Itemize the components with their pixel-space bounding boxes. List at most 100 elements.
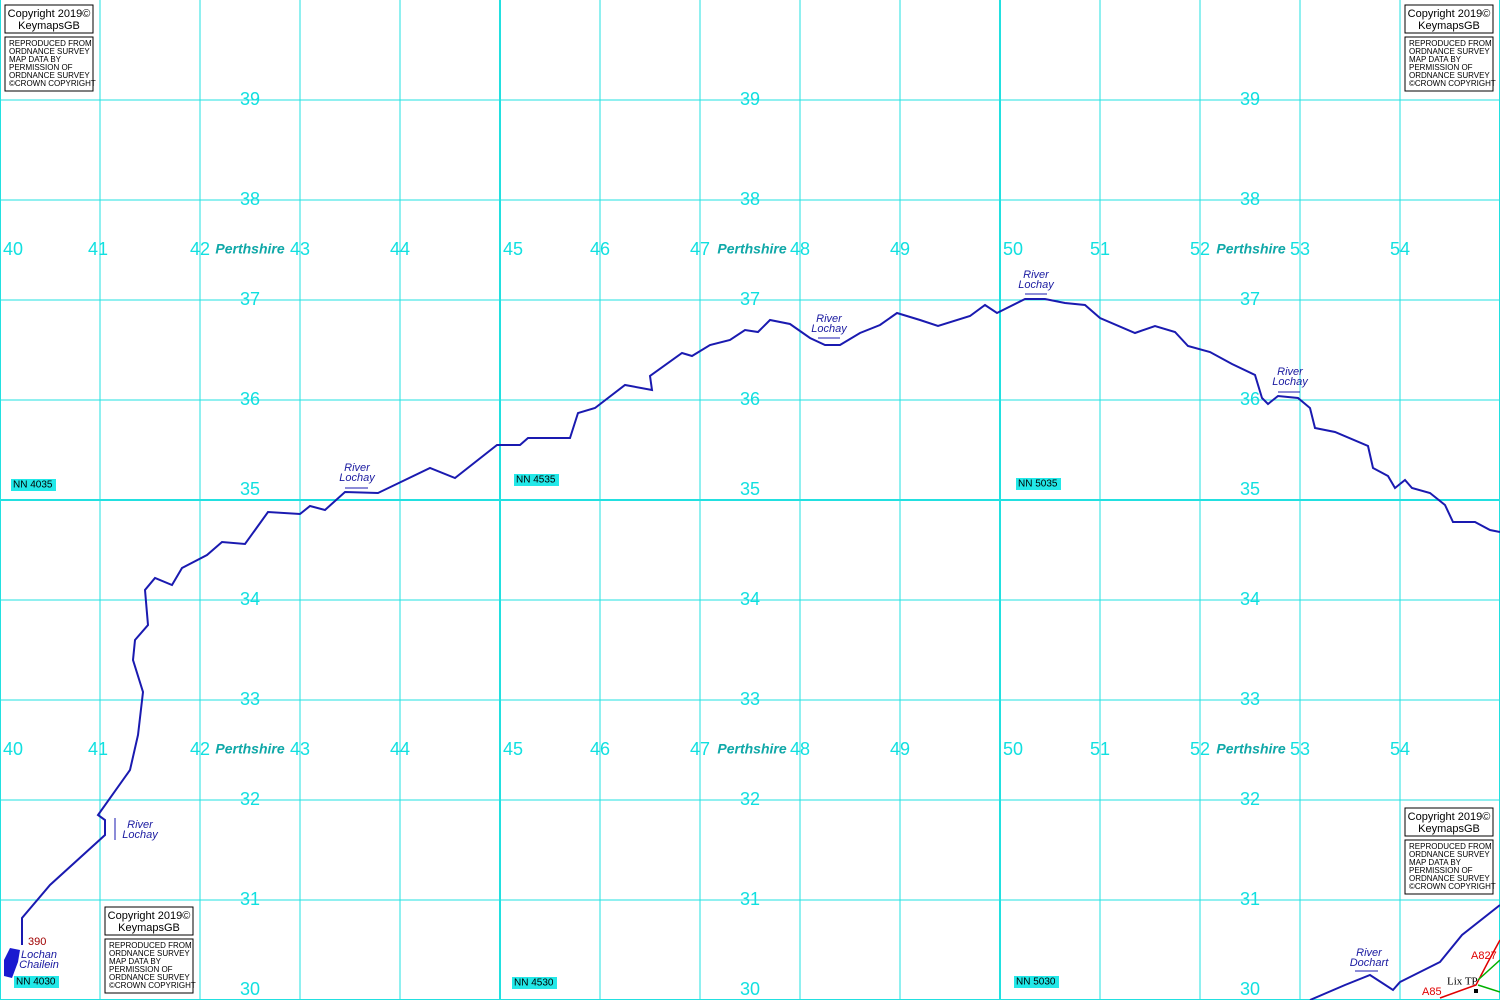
northing-label: 30 — [740, 979, 760, 999]
easting-label: 40 — [3, 239, 23, 259]
loch-label: Lochan — [21, 949, 57, 961]
square-label-bg — [1014, 976, 1059, 988]
easting-label: 46 — [590, 739, 610, 759]
easting-label: 52 — [1190, 239, 1210, 259]
easting-label: 47 — [690, 739, 710, 759]
easting-label: 44 — [390, 739, 410, 759]
copyright-notice: ORDNANCE SURVEY — [9, 71, 90, 80]
square-label: NN 4530 — [514, 978, 554, 989]
northing-label: 35 — [740, 479, 760, 499]
easting-label: 51 — [1090, 739, 1110, 759]
river-lochay — [21, 298, 1500, 945]
square-label-bg — [11, 479, 56, 491]
copyright-notice: PERMISSION OF — [109, 965, 173, 974]
loch-label: Chailein — [19, 959, 59, 971]
copyright-box — [1404, 4, 1494, 34]
river-label: Lochay — [339, 472, 376, 484]
river-label: River — [1356, 947, 1383, 959]
river-label: River — [816, 313, 843, 325]
copyright-title: Copyright 2019© — [8, 8, 91, 20]
region-label: Perthshire — [215, 241, 284, 257]
copyright-notice: ©CROWN COPYRIGHT — [1409, 882, 1496, 891]
easting-label: 43 — [290, 739, 310, 759]
northing-label: 35 — [1240, 479, 1260, 499]
spot-height: 390 — [28, 936, 46, 948]
easting-label: 40 — [3, 739, 23, 759]
copyright-notice: ORDNANCE SURVEY — [1409, 71, 1490, 80]
northing-label: 30 — [240, 979, 260, 999]
easting-label: 49 — [890, 739, 910, 759]
square-label: NN 4035 — [13, 480, 53, 491]
easting-label: 54 — [1390, 739, 1410, 759]
northing-label: 34 — [740, 589, 760, 609]
copyright-notice: MAP DATA BY — [1409, 858, 1462, 867]
easting-label: 51 — [1090, 239, 1110, 259]
northing-label: 32 — [740, 789, 760, 809]
copyright-notice: REPRODUCED FROM — [1409, 842, 1492, 851]
road — [1477, 959, 1500, 993]
region-label: Perthshire — [717, 741, 786, 757]
easting-label: 50 — [1003, 239, 1023, 259]
copyright-notice: ORDNANCE SURVEY — [109, 973, 190, 982]
copyright-notice: PERMISSION OF — [1409, 63, 1473, 72]
easting-label: 48 — [790, 739, 810, 759]
northing-label: 37 — [240, 289, 260, 309]
northing-label: 31 — [1240, 889, 1260, 909]
region-label: Perthshire — [1216, 241, 1285, 257]
square-label: NN 4030 — [16, 977, 56, 988]
river-label: Lochay — [811, 323, 848, 335]
easting-label: 41 — [88, 239, 108, 259]
river-label: Lochay — [1272, 376, 1309, 388]
northing-label: 35 — [240, 479, 260, 499]
copyright-notice: REPRODUCED FROM — [9, 39, 92, 48]
northing-label: 31 — [240, 889, 260, 909]
square-label: NN 5035 — [1018, 479, 1058, 490]
northing-label: 32 — [1240, 789, 1260, 809]
river-label: River — [127, 819, 154, 831]
northing-label: 37 — [1240, 289, 1260, 309]
northing-label: 30 — [1240, 979, 1260, 999]
easting-label: 43 — [290, 239, 310, 259]
copyright-title: Copyright 2019© — [1408, 8, 1491, 20]
northing-label: 33 — [740, 689, 760, 709]
copyright-box — [104, 938, 194, 994]
road-label: A85 — [1422, 986, 1442, 998]
easting-label: 50 — [1003, 739, 1023, 759]
easting-label: 47 — [690, 239, 710, 259]
square-label-bg — [14, 976, 59, 988]
easting-label: 54 — [1390, 239, 1410, 259]
river-label: Lochay — [1018, 279, 1055, 291]
river-label: Dochart — [1350, 957, 1389, 969]
northing-label: 36 — [740, 389, 760, 409]
easting-label: 53 — [1290, 239, 1310, 259]
square-label-bg — [1016, 478, 1061, 490]
copyright-publisher: KeymapsGB — [18, 20, 80, 32]
road-label: A827 — [1471, 950, 1497, 962]
river-label: River — [1277, 366, 1304, 378]
region-label: Perthshire — [1216, 741, 1285, 757]
square-label-bg — [514, 474, 559, 486]
copyright-box — [1404, 839, 1494, 895]
northing-label: 38 — [740, 189, 760, 209]
copyright-box — [1404, 807, 1494, 837]
copyright-box — [1404, 36, 1494, 92]
northing-label: 33 — [240, 689, 260, 709]
river-label: River — [1023, 269, 1050, 281]
northing-label: 36 — [240, 389, 260, 409]
trig-label: Lix TP — [1447, 976, 1478, 988]
northing-label: 39 — [240, 89, 260, 109]
square-label: NN 4535 — [516, 475, 556, 486]
easting-label: 52 — [1190, 739, 1210, 759]
copyright-notice: MAP DATA BY — [1409, 55, 1462, 64]
northing-label: 37 — [740, 289, 760, 309]
easting-label: 42 — [190, 739, 210, 759]
river-label: River — [344, 462, 371, 474]
easting-label: 45 — [503, 239, 523, 259]
copyright-notice: ORDNANCE SURVEY — [9, 47, 90, 56]
easting-label: 44 — [390, 239, 410, 259]
easting-label: 41 — [88, 739, 108, 759]
river-label: Lochay — [122, 829, 159, 841]
region-label: Perthshire — [215, 741, 284, 757]
copyright-publisher: KeymapsGB — [118, 922, 180, 934]
road — [1439, 939, 1500, 999]
